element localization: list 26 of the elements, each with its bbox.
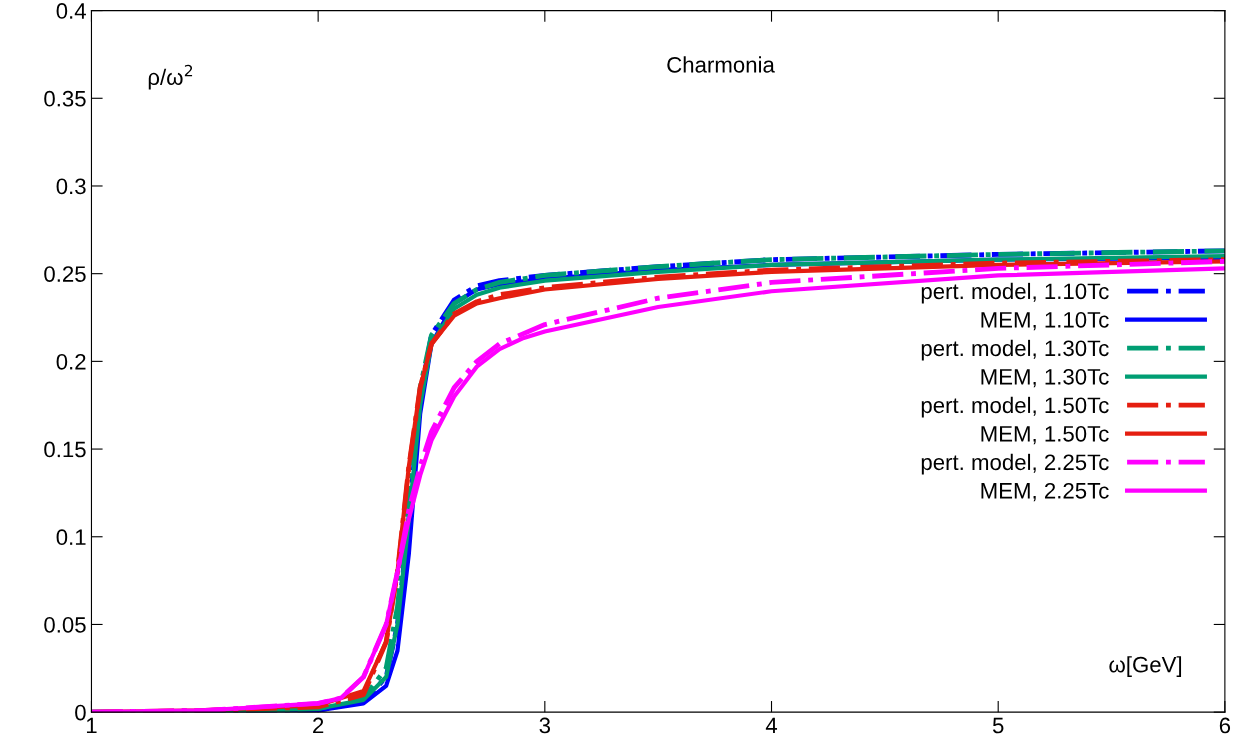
y-tick-label: 0.35	[44, 90, 86, 107]
legend-label: pert. model, 1.10Tc	[921, 282, 1109, 304]
y-tick-label: 0.15	[44, 441, 86, 458]
x-tick-label: 2	[313, 717, 324, 734]
y-tick-label: 0.2	[56, 353, 86, 370]
legend-label: pert. model, 1.30Tc	[921, 339, 1109, 361]
legend-label: MEM, 2.25Tc	[981, 482, 1109, 502]
y-tick-label: 0.25	[44, 266, 86, 282]
legend-label: MEM, 1.10Tc	[981, 311, 1109, 331]
y-tick-label: 0.3	[56, 178, 86, 195]
y-tick-label: 0	[75, 704, 86, 721]
x-tick-label: 1	[86, 717, 97, 734]
x-tick-label: 6	[1219, 717, 1231, 734]
x-tick-label: 3	[539, 717, 551, 734]
legend-label: MEM, 1.30Tc	[981, 368, 1109, 388]
y-tick-label: 0.1	[56, 529, 86, 546]
y-axis-title: ρ/ω$^{2}$	[148, 64, 193, 90]
y-tick-label: 0.4	[56, 3, 86, 19]
legend-label: pert. model, 2.25Tc	[921, 453, 1109, 475]
y-tick-label: 0.05	[44, 616, 86, 633]
text: Charmonia	[667, 56, 775, 73]
x-tick-label: 5	[992, 717, 1004, 734]
x-axis-title: ω[GeV]	[1109, 656, 1182, 677]
x-tick-label: 4	[765, 717, 778, 734]
legend-label: pert. model, 1.50Tc	[921, 396, 1109, 418]
legend-label: MEM, 1.50Tc	[981, 425, 1109, 445]
